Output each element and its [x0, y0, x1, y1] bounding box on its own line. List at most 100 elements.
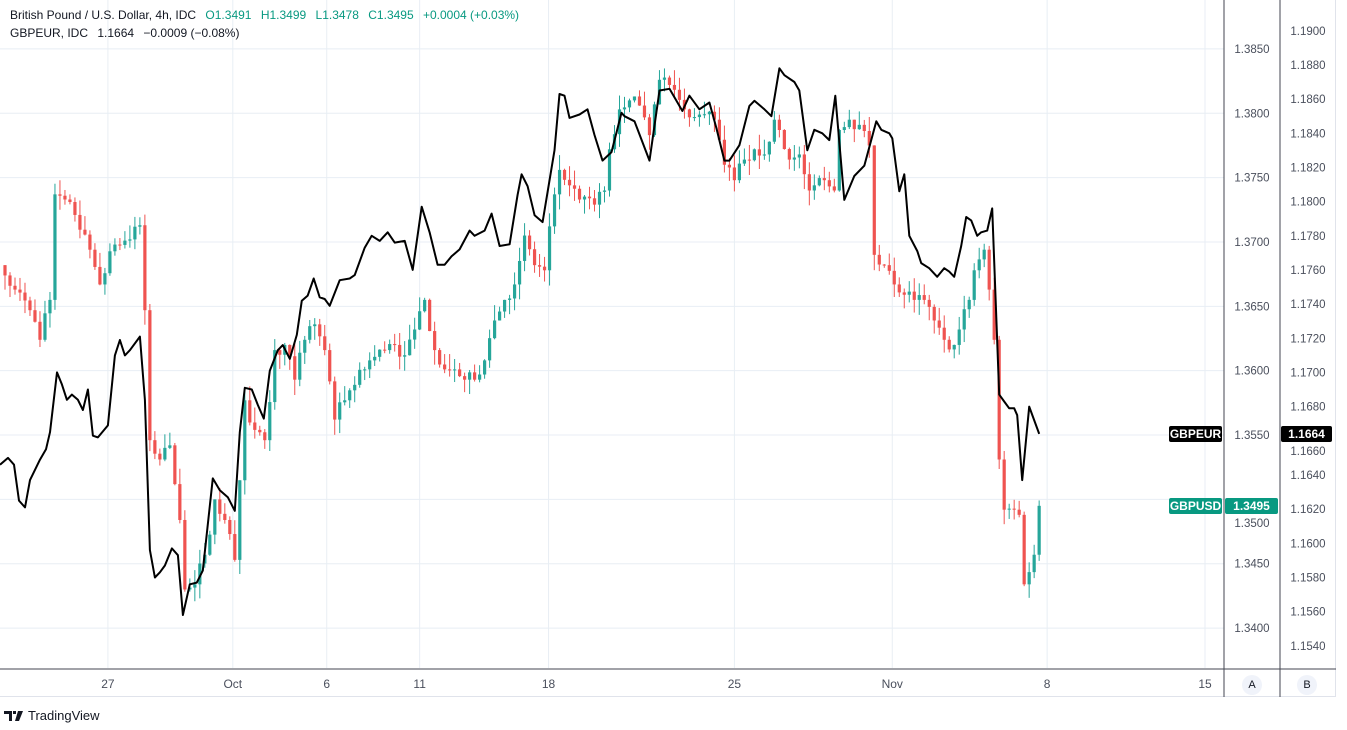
gbpeur-axis-tick-label: 1.1860 — [1290, 94, 1325, 106]
candle-down — [28, 300, 32, 311]
candle-down — [63, 195, 67, 200]
tradingview-logo[interactable]: TradingView — [4, 708, 100, 723]
candle-down — [592, 198, 597, 205]
gbpeur-axis-tick-label: 1.1640 — [1290, 470, 1325, 482]
candle-up — [582, 196, 587, 200]
candle-down — [642, 105, 647, 118]
candle-up — [697, 114, 702, 118]
candle-up — [627, 100, 632, 108]
candle-up — [767, 141, 771, 155]
candle-down — [1022, 514, 1026, 585]
candle-up — [522, 235, 527, 261]
candle-down — [867, 131, 871, 146]
candle-up — [243, 400, 247, 481]
gbpeur-axis-tick-label: 1.1680 — [1290, 402, 1325, 414]
candle-down — [542, 266, 547, 271]
candle-down — [562, 169, 567, 180]
candle-down — [802, 154, 806, 175]
candle-up — [977, 259, 981, 271]
compare-change: −0.0009 (−0.08%) — [143, 26, 240, 40]
gbpeur-axis-tick-label: 1.1660 — [1290, 446, 1325, 458]
candle-down — [3, 265, 7, 276]
compare-value: 1.1664 — [97, 26, 135, 40]
candle-down — [428, 299, 432, 332]
candle-up — [298, 352, 302, 380]
chart-frame — [0, 0, 1336, 697]
gbpeur-axis-tick-label: 1.1720 — [1290, 333, 1325, 345]
candle-down — [38, 321, 42, 340]
candle-up — [168, 445, 172, 448]
candle-up — [423, 299, 427, 312]
candle-down — [747, 159, 751, 161]
candle-down — [567, 179, 572, 186]
candle-down — [877, 254, 881, 265]
candle-down — [318, 324, 322, 337]
candle-down — [712, 111, 717, 120]
candle-up — [507, 298, 512, 300]
gbpeur-axis-tick-label: 1.1800 — [1290, 197, 1325, 209]
candle-down — [98, 266, 102, 285]
gbpusd-axis-tick-label: 1.3650 — [1234, 301, 1269, 313]
candle-down — [58, 194, 62, 196]
candle-up — [607, 149, 612, 191]
candle-up — [208, 534, 212, 555]
candle-down — [872, 145, 876, 255]
gbpusd-axis-tick-label: 1.3850 — [1234, 44, 1269, 56]
candle-up — [403, 355, 407, 357]
candle-up — [348, 390, 352, 401]
compare-title: GBPEUR, IDC — [10, 26, 89, 40]
candle-up — [103, 273, 107, 285]
candle-down — [937, 320, 941, 328]
candle-down — [448, 369, 452, 371]
candle-up — [497, 311, 502, 321]
candle-down — [473, 372, 477, 380]
candle-down — [1002, 459, 1006, 510]
candle-down — [148, 310, 152, 441]
candle-down — [253, 422, 257, 430]
candle-down — [328, 350, 332, 382]
grid — [0, 0, 1224, 668]
legend-low: L1.3478 — [315, 8, 359, 22]
candle-down — [93, 249, 97, 267]
gbpusd-label-badge: GBPUSD — [1169, 498, 1222, 514]
candle-down — [438, 350, 442, 365]
auto-scale-a-button[interactable]: A — [1242, 675, 1262, 695]
candle-down — [143, 225, 147, 311]
candle-down — [463, 376, 467, 380]
candle-down — [757, 149, 761, 156]
candle-down — [647, 117, 652, 136]
candle-down — [892, 270, 896, 285]
candle-up — [338, 402, 342, 420]
candle-up — [408, 339, 412, 356]
candle-up — [962, 309, 966, 330]
time-axis-tick-label: 11 — [413, 677, 426, 691]
candle-down — [73, 202, 77, 215]
candle-down — [577, 188, 582, 200]
candle-up — [303, 339, 307, 353]
candle-down — [807, 174, 811, 191]
gbpeur-price-badge: 1.1664 — [1281, 426, 1332, 442]
gbpeur-axis-tick-label: 1.1820 — [1290, 162, 1325, 174]
candle-down — [852, 119, 856, 130]
candle-up — [418, 311, 422, 330]
gbpeur-axis-tick-label: 1.1700 — [1290, 367, 1325, 379]
candle-up — [123, 240, 127, 245]
candle-up — [193, 584, 197, 588]
candle-up — [308, 326, 312, 340]
legend-title: British Pound / U.S. Dollar, 4h, IDC — [10, 8, 197, 22]
price-chart[interactable]: 1.3400 1.3450 1.3500 1.3550 1.3600 1.3650 1.37… — [0, 0, 1347, 700]
candle-up — [43, 313, 47, 340]
candle-up — [273, 350, 277, 403]
gbpeur-axis-tick-label: 1.1740 — [1290, 299, 1325, 311]
candle-up — [378, 349, 382, 357]
gbpusd-price-badge: 1.3495 — [1225, 498, 1278, 514]
candle-up — [622, 107, 627, 110]
candle-down — [527, 235, 532, 250]
candle-down — [687, 109, 692, 118]
auto-scale-b-button[interactable]: B — [1297, 675, 1317, 695]
candle-up — [632, 96, 637, 101]
candle-up — [502, 299, 507, 312]
candle-down — [158, 453, 162, 460]
candle-up — [547, 226, 552, 271]
brand-name: TradingView — [28, 708, 100, 723]
